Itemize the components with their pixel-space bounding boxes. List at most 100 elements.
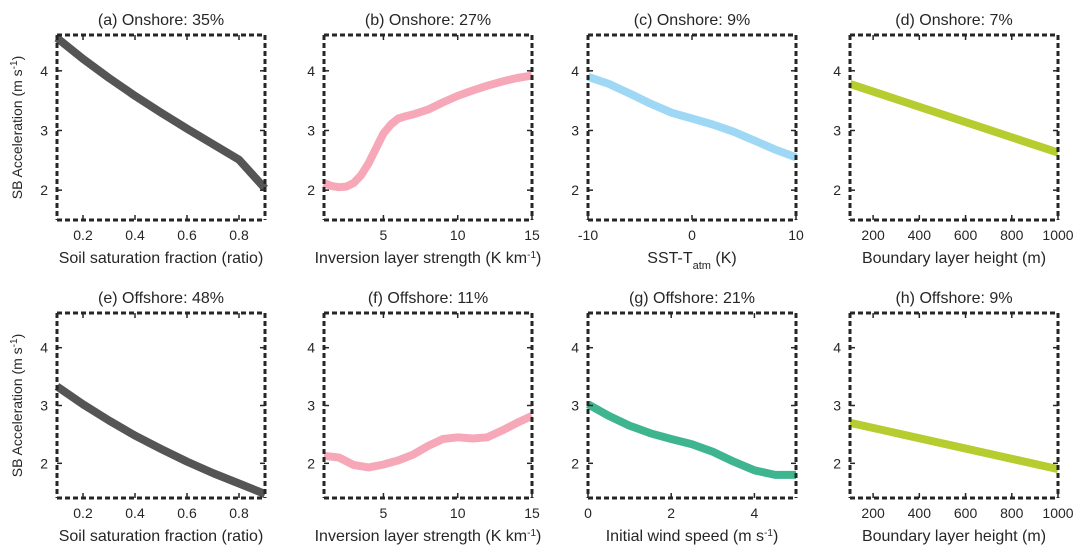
- y-axis-label: SB Acceleration (m s-1): [9, 334, 26, 478]
- y-tick-label: 2: [833, 455, 841, 471]
- x-tick-label: 0: [688, 227, 696, 243]
- x-tick-label: 0.4: [125, 227, 145, 243]
- y-tick-label: 3: [40, 122, 48, 138]
- x-tick-label: 10: [450, 227, 466, 243]
- y-axis-label-main: SB Acceleration (m s: [9, 69, 25, 199]
- y-tick-label: 2: [40, 455, 48, 471]
- x-tick-label: 0.6: [177, 505, 197, 521]
- panel-f: (f) Offshore: 11% 2 3 4 5 10 15 Inversion layer…: [307, 290, 541, 545]
- chart-title: (c) Onshore: 9%: [634, 12, 750, 29]
- chart-title: (g) Offshore: 21%: [629, 290, 755, 307]
- y-tick-label: 4: [40, 63, 48, 79]
- x-axis-label-sup: -1: [527, 250, 536, 261]
- y-tick-label: 4: [833, 63, 841, 79]
- x-tick-label: 15: [524, 227, 540, 243]
- axes-frame: [848, 311, 1060, 500]
- x-tick-label: 0.4: [125, 505, 145, 521]
- x-tick-label: 2: [667, 505, 675, 521]
- x-tick-label: 0.2: [73, 227, 93, 243]
- y-tick-label: 4: [571, 340, 579, 356]
- y-tick-label: 3: [571, 122, 579, 138]
- x-axis-label-main: Boundary layer height (m): [862, 528, 1046, 545]
- x-axis-label-main: Soil saturation fraction (ratio): [59, 250, 264, 267]
- x-axis-label-main: SST-T: [647, 250, 693, 267]
- x-axis-label-main: Inversion layer strength (K km: [315, 528, 528, 545]
- y-tick-label: 4: [307, 63, 315, 79]
- x-axis-label-main: Boundary layer height (m): [862, 250, 1046, 267]
- chart-title: (a) Onshore: 35%: [98, 12, 224, 29]
- x-tick-label: 0.2: [73, 505, 93, 521]
- axes-frame: [848, 33, 1060, 222]
- chart-title: (d) Onshore: 7%: [895, 12, 1012, 29]
- panel-g: (g) Offshore: 21% 2 3 4 0 2 4 Initial wind spee…: [571, 290, 798, 546]
- x-tick-label: 0.6: [177, 227, 197, 243]
- x-axis-label: Boundary layer height (m): [862, 250, 1046, 267]
- x-axis-label: Inversion layer strength (K km-1): [315, 528, 542, 546]
- axes-frame: [322, 311, 534, 500]
- y-axis-label-sup: -1: [9, 338, 20, 347]
- y-tick-label: 4: [40, 340, 48, 356]
- series-line: [322, 71, 533, 192]
- y-tick-label: 2: [40, 182, 48, 198]
- x-tick-label: 200: [861, 227, 885, 243]
- x-axis-label-close: ): [536, 528, 541, 545]
- x-tick-label: 0.8: [229, 505, 249, 521]
- series-line: [323, 412, 534, 472]
- y-tick-label: 3: [571, 398, 579, 414]
- x-axis-label: Soil saturation fraction (ratio): [59, 250, 264, 267]
- y-tick-label: 2: [571, 182, 579, 198]
- x-tick-label: 1000: [1042, 227, 1073, 243]
- chart-title: (f) Offshore: 11%: [368, 290, 488, 307]
- x-tick-label: 400: [908, 227, 932, 243]
- x-axis-label: Initial wind speed (m s-1): [606, 528, 779, 546]
- x-axis-label-sup: -1: [764, 528, 773, 539]
- y-axis-label-close: ): [9, 334, 25, 339]
- x-tick-label: 4: [751, 505, 759, 521]
- x-tick-label: 5: [380, 505, 388, 521]
- x-axis-label-sub: atm: [693, 260, 711, 272]
- x-tick-label: 5: [380, 227, 388, 243]
- x-tick-label: 800: [1000, 227, 1024, 243]
- y-tick-label: 4: [571, 63, 579, 79]
- y-tick-label: 2: [307, 455, 315, 471]
- x-axis-label-close: ): [773, 528, 778, 545]
- y-tick-label: 3: [307, 398, 315, 414]
- x-tick-label: 400: [908, 505, 932, 521]
- panel-a: (a) Onshore: 35% 2 3 4 0.2 0.4 0.6 0.8 Soil satu…: [9, 12, 268, 267]
- y-tick-label: 4: [307, 340, 315, 356]
- series-line: [54, 34, 268, 192]
- panel-b: (b) Onshore: 27% 2 3 4 5 10 15 Inversion layer …: [307, 12, 541, 267]
- chart-title: (e) Offshore: 48%: [98, 290, 224, 307]
- y-tick-label: 3: [40, 398, 48, 414]
- x-axis-label-main: Inversion layer strength (K km: [315, 250, 528, 267]
- y-tick-label: 4: [833, 340, 841, 356]
- x-axis-label: SST-Tatm (K): [647, 250, 736, 272]
- y-axis-label-main: SB Acceleration (m s: [9, 347, 25, 477]
- x-axis-label: Boundary layer height (m): [862, 528, 1046, 545]
- x-axis-label-close: (K): [711, 250, 737, 267]
- y-axis-label-sup: -1: [9, 60, 20, 69]
- x-tick-label: 0: [584, 505, 592, 521]
- x-axis-label: Inversion layer strength (K km-1): [315, 250, 542, 268]
- x-tick-label: 200: [861, 505, 885, 521]
- panel-h: (h) Offshore: 9% 2 3 4 200 400 600 800 1000 Bound…: [833, 290, 1074, 545]
- x-axis-label-sup: -1: [527, 528, 536, 539]
- y-axis-label: SB Acceleration (m s-1): [9, 56, 26, 200]
- x-axis-label-close: ): [536, 250, 541, 267]
- y-tick-label: 3: [833, 398, 841, 414]
- x-tick-label: -10: [578, 227, 598, 243]
- series-line: [586, 400, 796, 479]
- x-tick-label: 10: [450, 505, 466, 521]
- series-line: [586, 73, 798, 162]
- chart-title: (h) Offshore: 9%: [895, 290, 1012, 307]
- axes-frame: [322, 33, 534, 222]
- axes-frame: [55, 33, 267, 222]
- x-tick-label: 15: [524, 505, 540, 521]
- panel-d: (d) Onshore: 7% 2 3 4 200 400 600 800 1000 Bounda…: [833, 12, 1074, 267]
- x-tick-label: 1000: [1042, 505, 1073, 521]
- y-tick-label: 2: [833, 182, 841, 198]
- series-line: [849, 418, 1059, 474]
- y-tick-label: 2: [307, 182, 315, 198]
- y-axis-label-close: ): [9, 56, 25, 61]
